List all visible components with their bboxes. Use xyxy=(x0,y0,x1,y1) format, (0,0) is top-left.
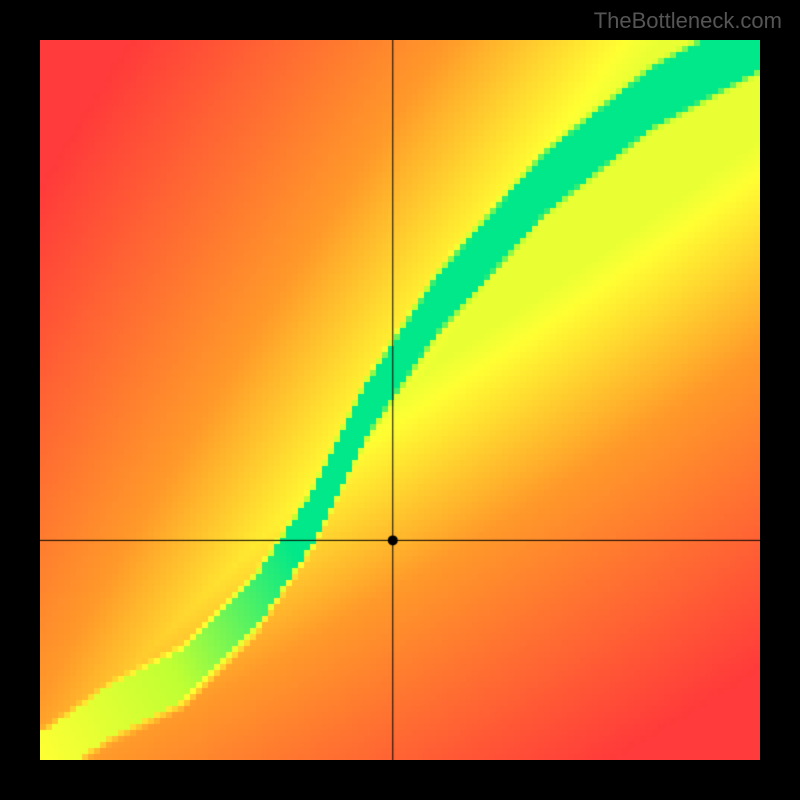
heatmap-canvas xyxy=(40,40,760,760)
heatmap-plot xyxy=(40,40,760,760)
watermark-text: TheBottleneck.com xyxy=(594,8,782,34)
chart-container: TheBottleneck.com xyxy=(0,0,800,800)
